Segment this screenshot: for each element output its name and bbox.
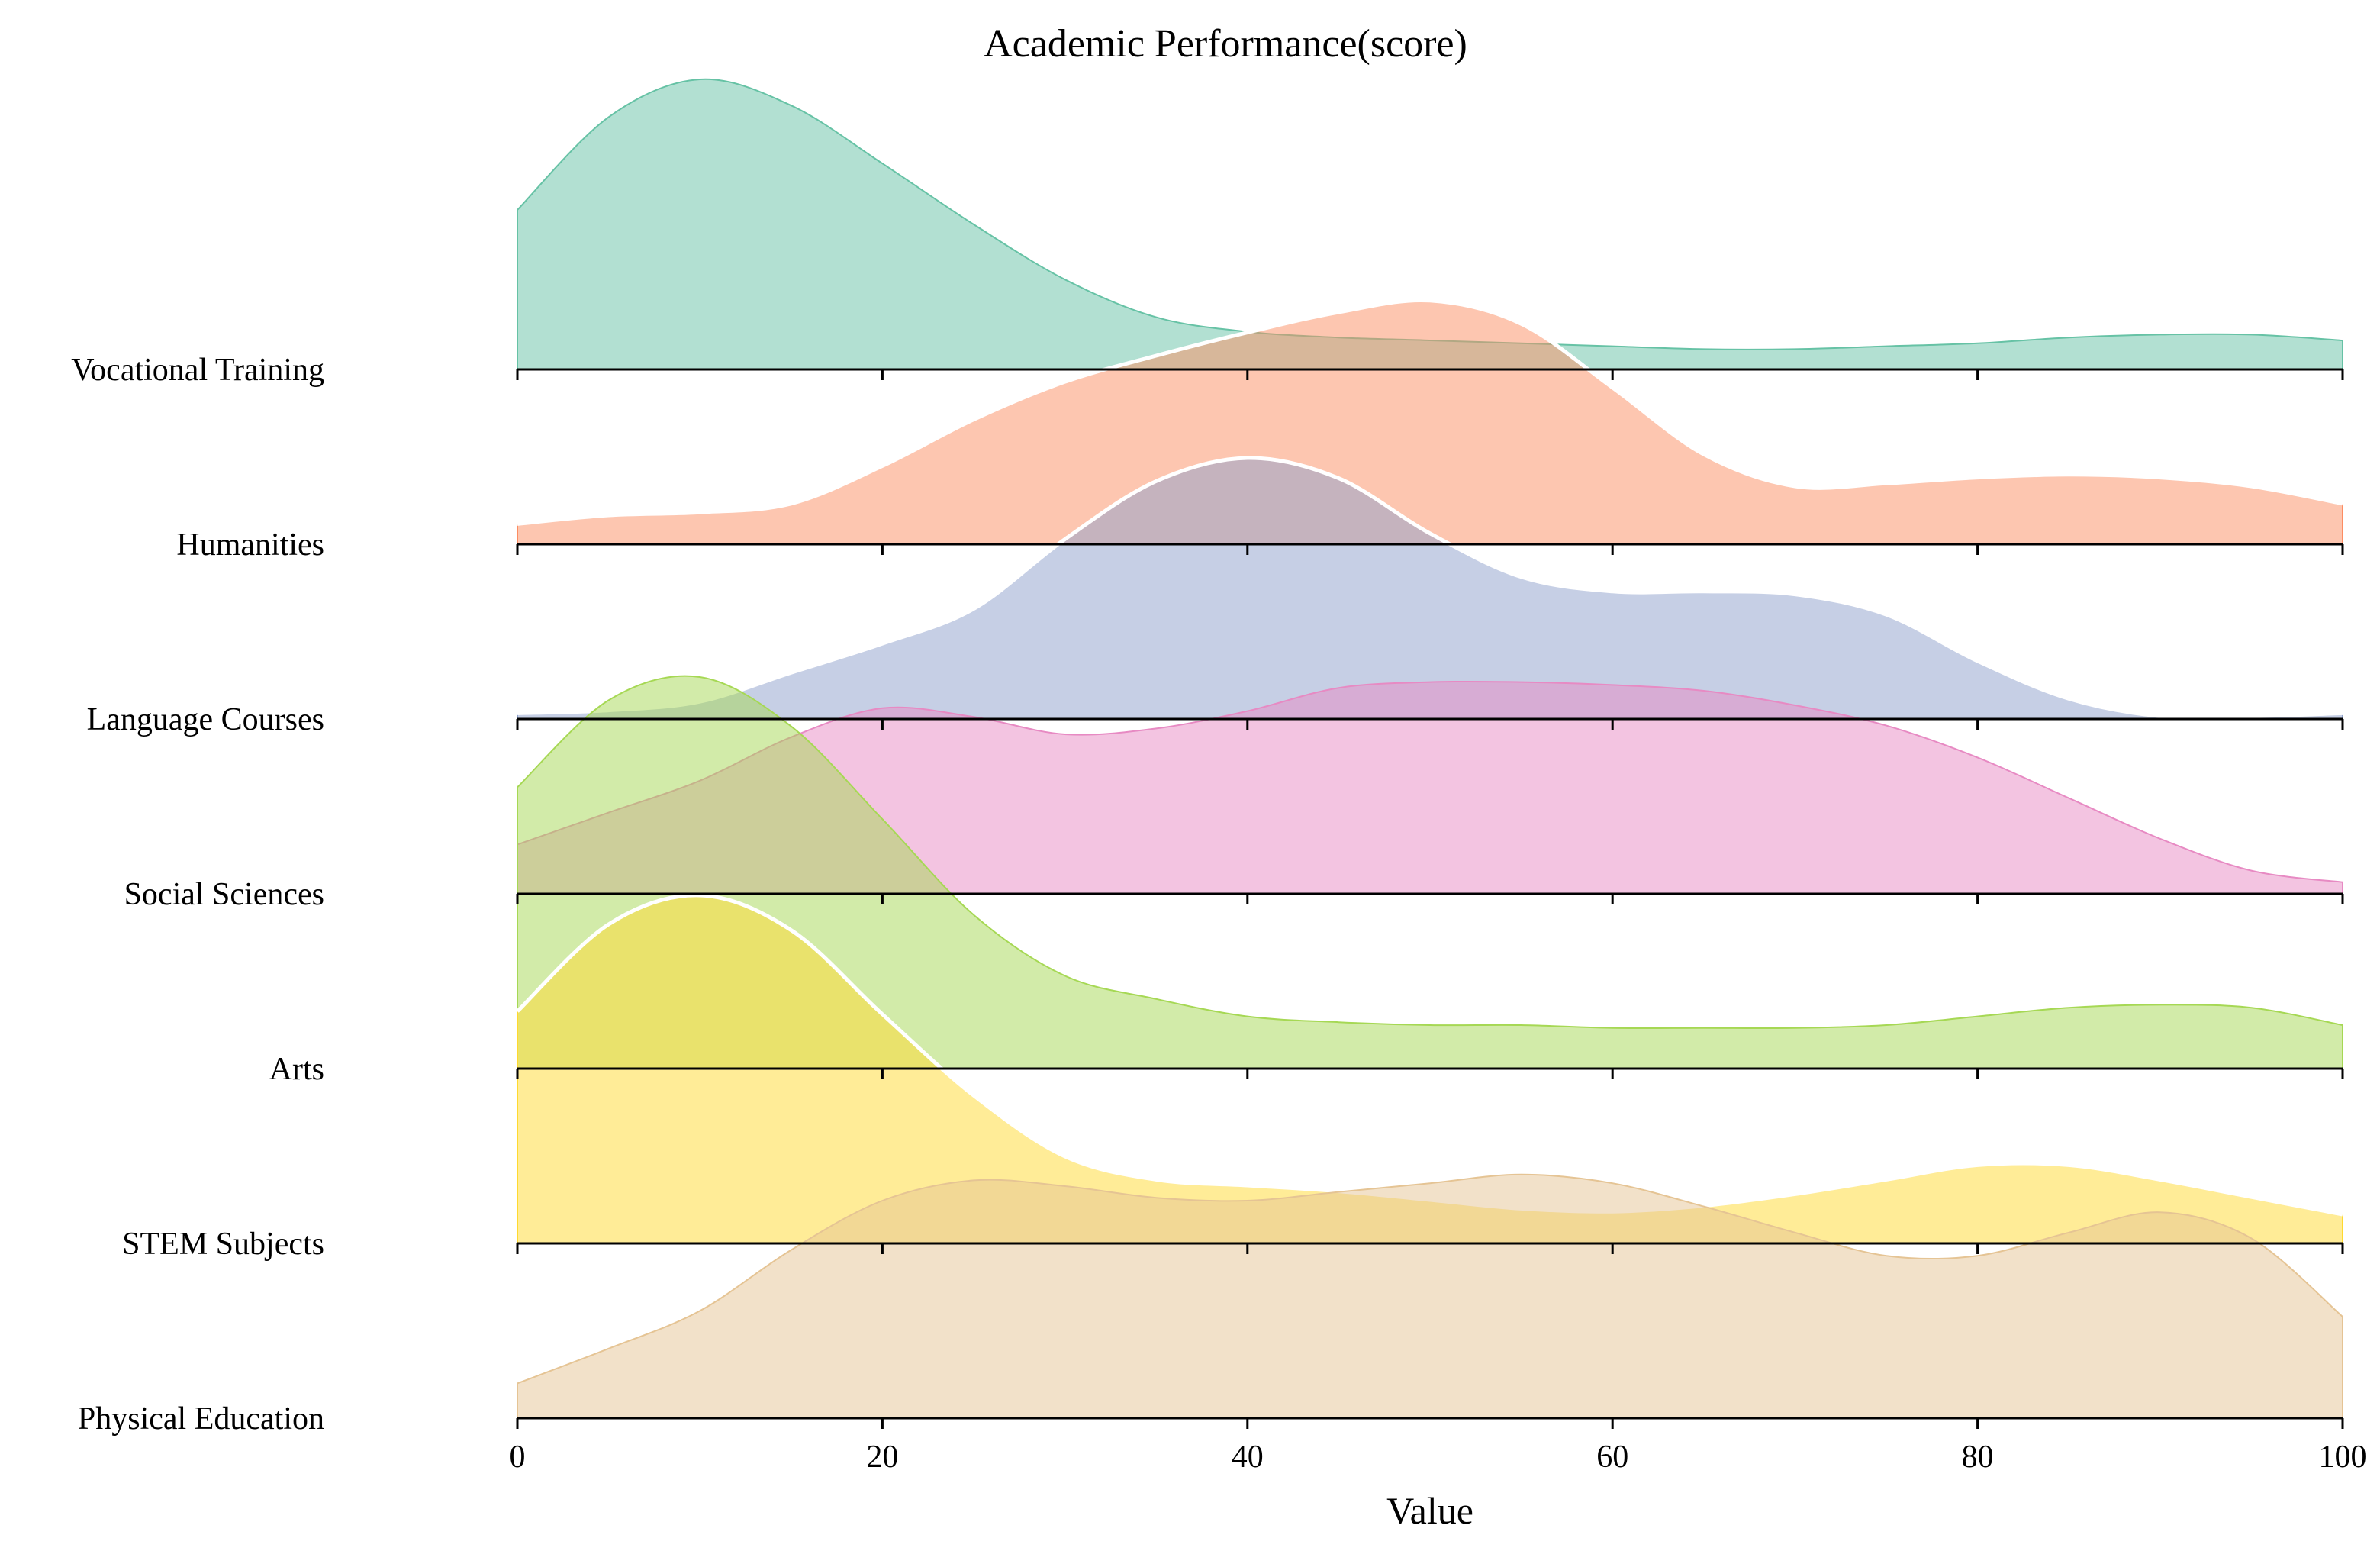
ridge-area-social-sciences xyxy=(517,680,2343,895)
ridge-area-arts xyxy=(517,675,2343,1069)
series-label-stem-subjects: STEM Subjects xyxy=(122,1227,324,1262)
series-label-arts: Arts xyxy=(269,1052,324,1087)
ridges xyxy=(516,78,2343,1419)
ridge-outline-language-courses xyxy=(517,456,2343,720)
chart-title: Academic Performance(score) xyxy=(984,22,1467,66)
x-tick-label: 100 xyxy=(2319,1440,2367,1475)
ridge-area-physical-education xyxy=(517,1173,2343,1419)
axes: Vocational Training Humanities Language Co… xyxy=(71,353,2366,1475)
x-axis-label: Value xyxy=(1386,1489,1473,1532)
x-tick-label: 0 xyxy=(510,1440,526,1475)
ridge-outline-humanities xyxy=(517,298,2343,526)
series-label-language-courses: Language Courses xyxy=(87,702,324,737)
series-label-vocational-training: Vocational Training xyxy=(71,353,324,388)
x-tick-label: 80 xyxy=(1962,1440,1994,1475)
series-label-physical-education: Physical Education xyxy=(78,1401,324,1437)
series-label-humanities: Humanities xyxy=(176,527,324,563)
series-label-social-sciences: Social Sciences xyxy=(124,877,324,912)
x-tick-label: 60 xyxy=(1596,1440,1628,1475)
x-tick-label: 20 xyxy=(866,1440,898,1475)
x-tick-label: 40 xyxy=(1232,1440,1264,1475)
